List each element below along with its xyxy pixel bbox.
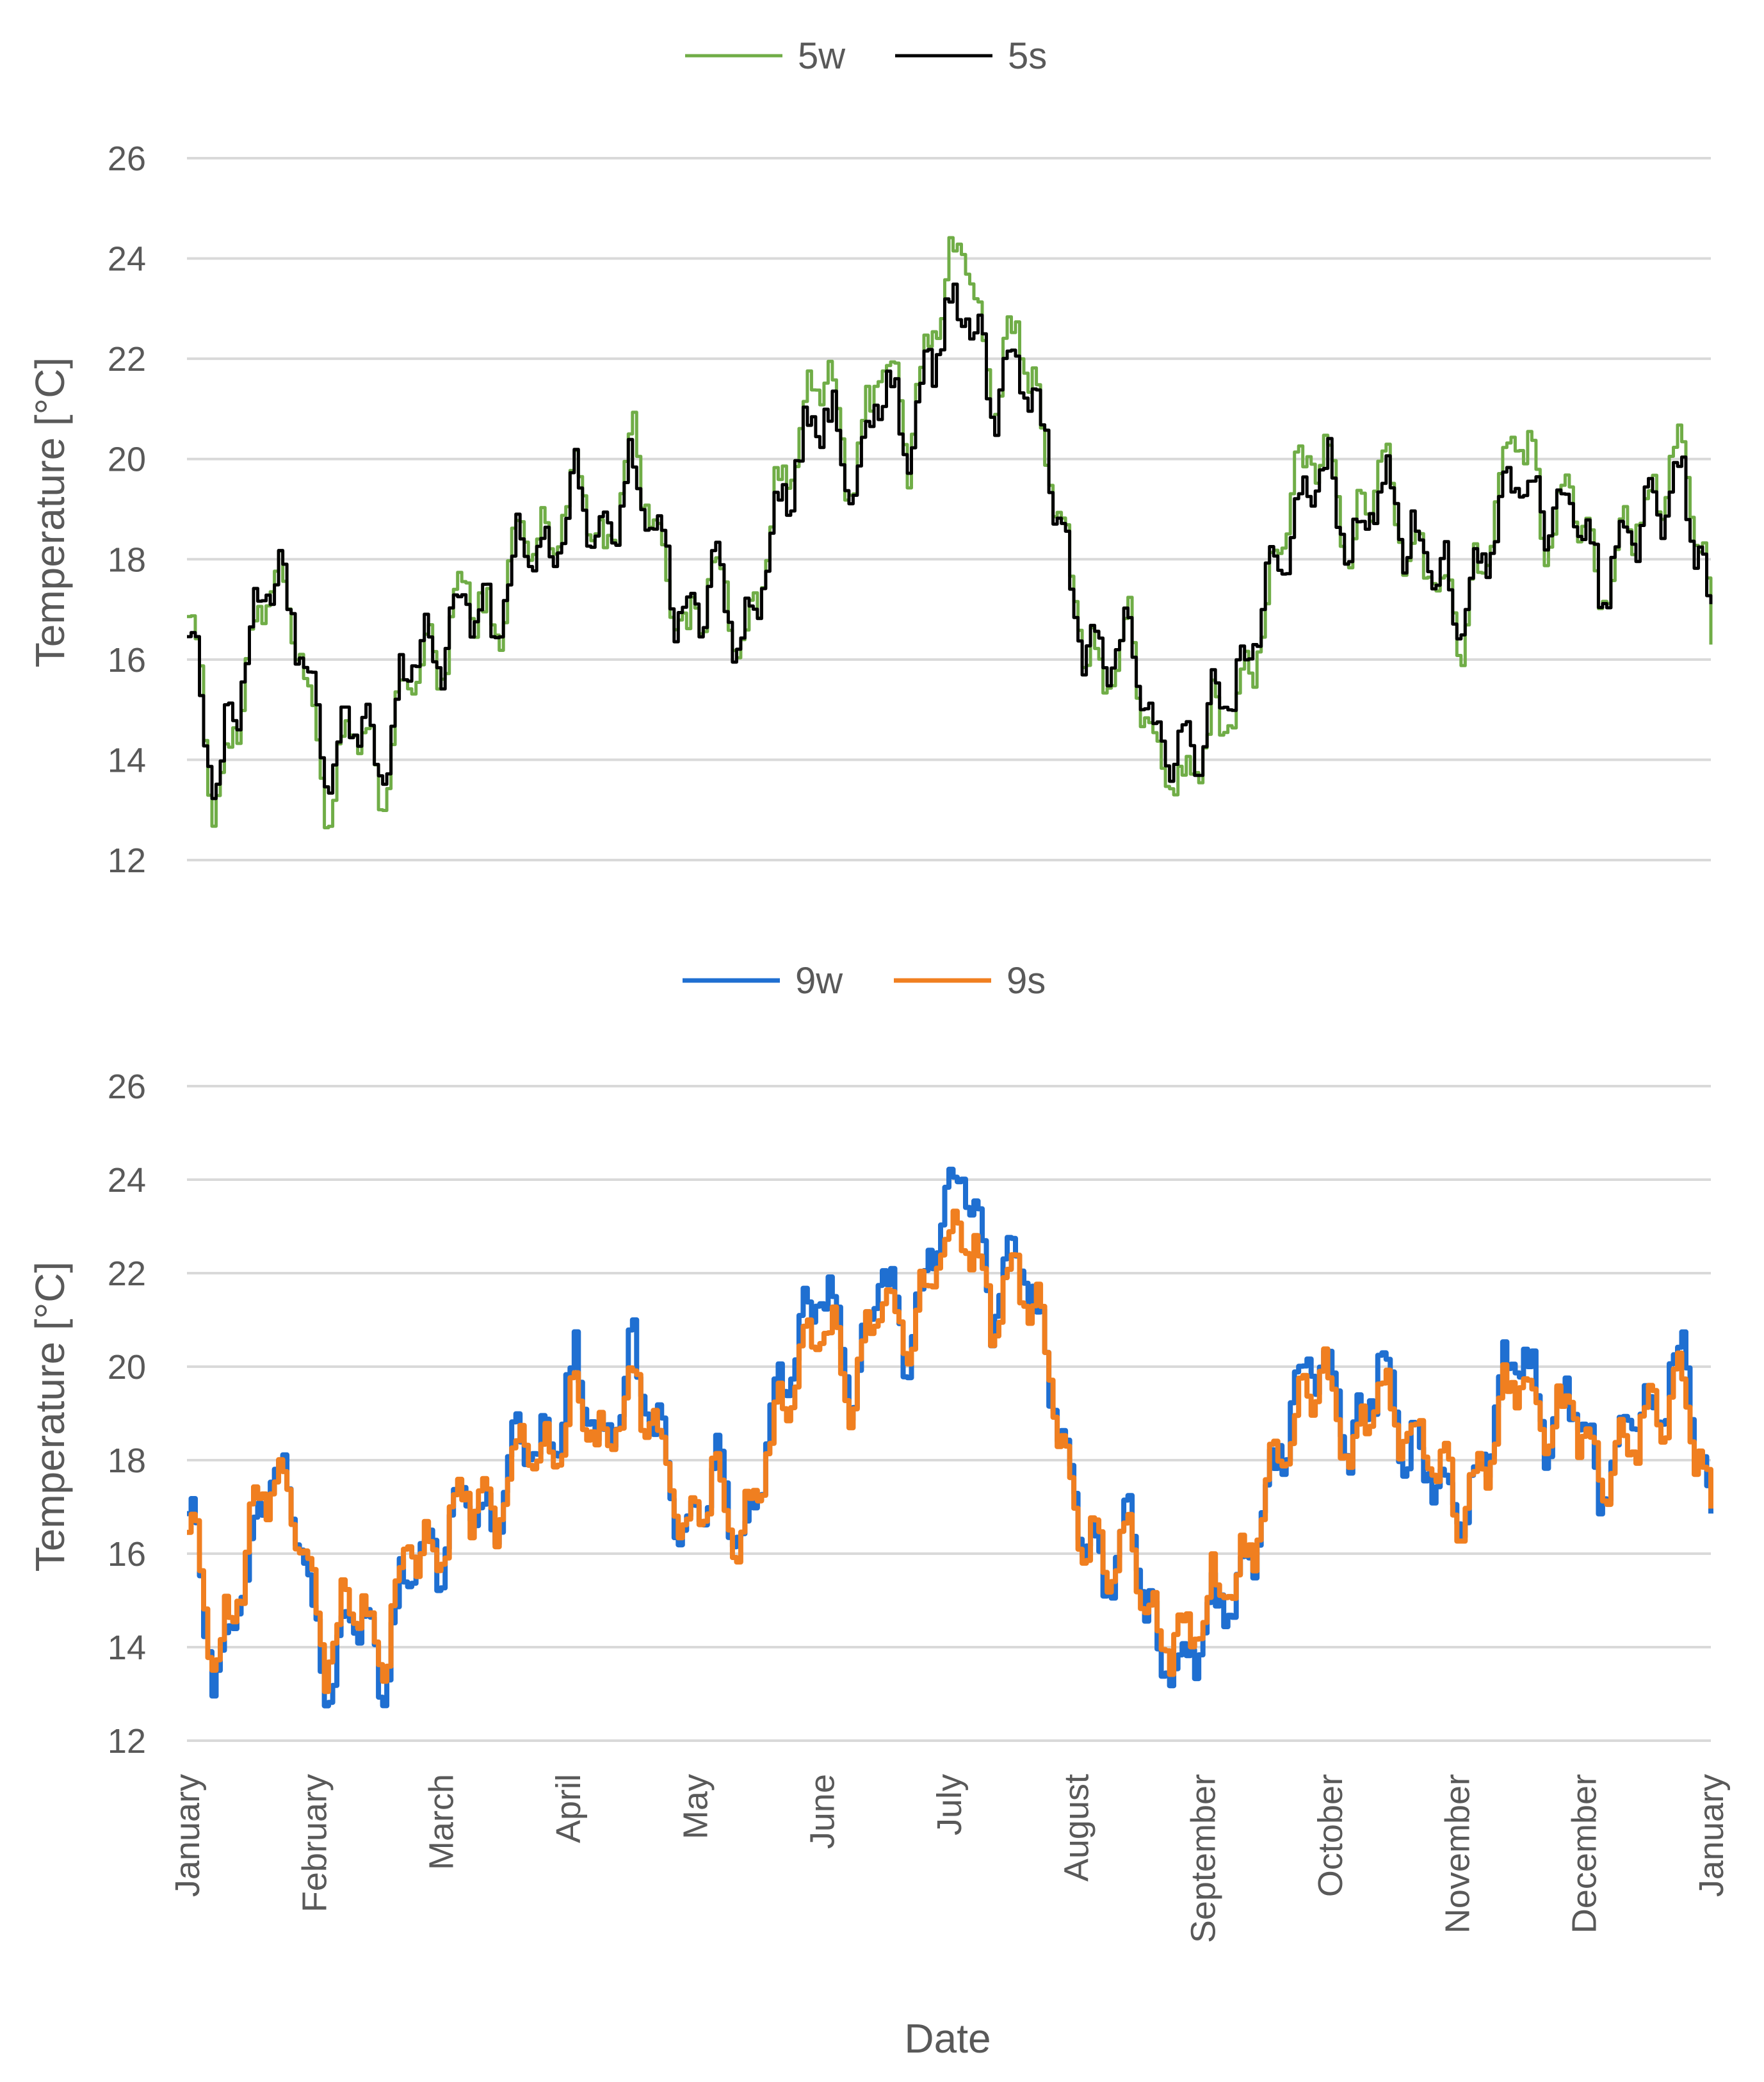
legend-label-5w: 5w [798,35,846,77]
bottom-chart: 12 14 16 18 20 22 24 26 January February March Apr… [27,960,1731,2062]
x-tick-august: August [1057,1774,1096,1882]
y-tick-26: 26 [108,1068,146,1106]
y-tick-20: 20 [108,1348,146,1387]
y-tick-12: 12 [108,842,146,880]
x-tick-july: July [930,1774,969,1835]
x-tick-february: February [295,1774,334,1912]
x-tick-november: November [1438,1774,1477,1933]
y-tick-24: 24 [108,1161,146,1200]
x-tick-june: June [804,1774,842,1849]
top-chart-y-axis-title: Temperature [°C] [27,357,73,667]
bottom-chart-y-ticks: 12 14 16 18 20 22 24 26 [108,1068,146,1761]
top-chart-legend: 5w 5s [685,35,1047,77]
y-tick-12: 12 [108,1722,146,1761]
x-tick-january-end: January [1692,1774,1731,1897]
y-tick-18: 18 [108,1442,146,1480]
series-line-5w [187,236,1713,829]
top-chart: 12 14 16 18 20 22 24 26 5w 5s Temperature [°C] [27,35,1713,880]
y-tick-14: 14 [108,741,146,779]
y-tick-24: 24 [108,240,146,279]
bottom-chart-y-axis-title: Temperature [°C] [27,1262,73,1572]
x-tick-december: December [1566,1774,1604,1933]
y-tick-20: 20 [108,441,146,479]
top-chart-y-ticks: 12 14 16 18 20 22 24 26 [108,140,146,880]
bottom-chart-x-ticks: January February March April May June July Augu… [168,1774,1731,1943]
y-tick-18: 18 [108,541,146,579]
x-tick-january: January [168,1774,207,1897]
y-tick-26: 26 [108,140,146,178]
series-line-9w [187,1166,1713,1709]
bottom-chart-legend: 9w 9s [683,960,1046,1002]
x-tick-september: September [1185,1774,1223,1943]
y-tick-14: 14 [108,1629,146,1667]
top-chart-gridlines [187,157,1711,861]
y-tick-16: 16 [108,641,146,679]
x-axis-title: Date [904,2015,991,2062]
y-tick-22: 22 [108,340,146,378]
legend-label-5s: 5s [1008,35,1047,77]
bottom-chart-series [187,1166,1713,1709]
y-tick-22: 22 [108,1255,146,1293]
legend-label-9s: 9s [1007,960,1046,1002]
series-line-5s [187,282,1713,801]
legend-label-9w: 9w [795,960,843,1002]
x-tick-may: May [676,1774,715,1839]
top-chart-series [187,236,1713,829]
x-tick-march: March [423,1774,461,1870]
series-line-9s [187,1208,1713,1695]
x-tick-october: October [1311,1774,1350,1897]
x-tick-april: April [549,1774,588,1843]
y-tick-16: 16 [108,1535,146,1574]
